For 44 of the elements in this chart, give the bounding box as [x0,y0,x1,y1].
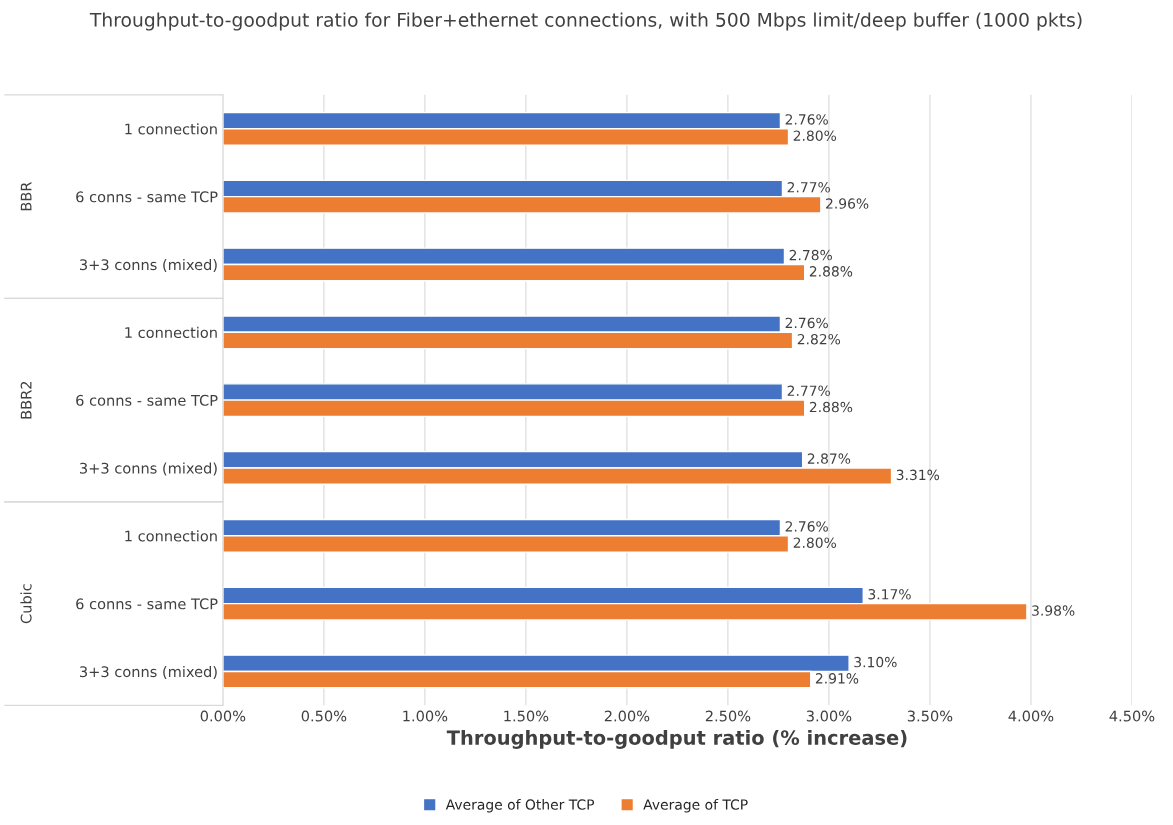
data-label: 2.88% [809,401,853,413]
data-label: 2.80% [793,130,837,141]
x-tick-label: 1.50% [504,710,549,722]
legend-label: Average of TCP [643,799,748,813]
text: Cubic [20,584,32,624]
data-label: 3.17% [868,589,911,600]
y-tick-label: 3+3 conns (mixed) [80,462,217,476]
y-tick-label: 1 connection [125,326,217,339]
data-label: 2.96% [826,198,869,209]
x-tick-label: 3.50% [907,710,953,722]
y-tick-label: 1 connection [125,123,217,135]
data-label: 2.77% [787,385,830,397]
data-label: 2.76% [785,317,828,329]
data-label: 2.88% [809,266,853,277]
x-axis-title: Throughput-to-goodput ratio (% increase) [446,729,907,749]
x-tick-label: 2.50% [705,710,751,722]
x-tick-label: 0.00% [200,710,246,722]
data-label: 2.76% [785,114,828,125]
data-label: 2.78% [789,249,832,261]
data-label: 2.80% [793,537,837,548]
chart-title: Throughput-to-goodput ratio for Fiber+ethernet connections, with 500 Mbps limit/deep buffer (1000 pkts) [89,12,1082,31]
legend-label: Average of Other TCP [445,799,595,813]
y-tick-label: 3+3 conns (mixed) [80,258,217,272]
y-tick-label: 6 conns - same TCP [76,394,218,406]
x-tick-label: 3.00% [806,710,852,722]
data-label: 2.82% [797,333,841,345]
x-tick-label: 2.00% [604,710,650,722]
data-label: 2.87% [807,453,851,464]
text: BBR [20,181,32,211]
data-label: 3.10% [854,656,897,668]
data-label: 2.77% [787,182,830,193]
y-tick-label: 6 conns - same TCP [76,598,218,610]
y-tick-label: 1 connection [125,530,217,542]
text: BBR2 [20,381,32,419]
data-label: 2.91% [815,673,859,684]
x-tick-label: 4.50% [1109,710,1155,722]
x-tick-label: 4.00% [1008,710,1054,722]
data-label: 3.98% [1032,605,1075,616]
x-tick-label: 0.50% [301,710,347,722]
data-label: 3.31% [896,469,940,481]
y-tick-label: 6 conns - same TCP [76,191,218,203]
x-tick-label: 1.00% [403,710,448,722]
data-label: 2.76% [785,521,828,532]
y-tick-label: 3+3 conns (mixed) [80,665,217,679]
